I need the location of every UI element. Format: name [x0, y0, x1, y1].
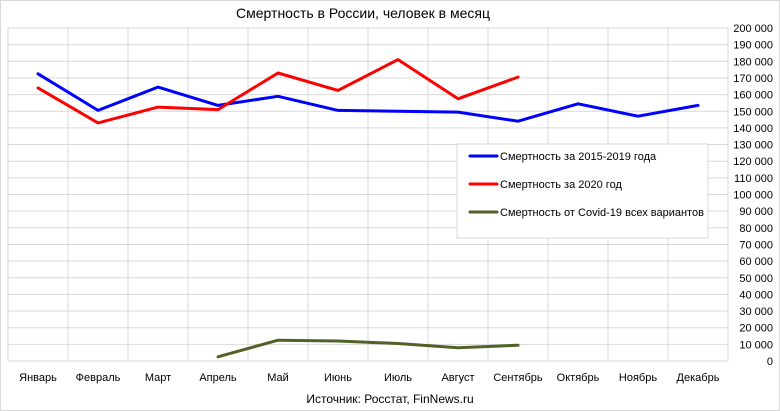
legend-box	[456, 143, 709, 239]
legend-label: Смертность за 2015-2019 года	[500, 151, 657, 163]
x-tick-label: Сентябрь	[493, 372, 543, 384]
y-tick-label: 170 000	[733, 73, 773, 85]
y-tick-label: 30 000	[739, 306, 773, 318]
x-tick-label: Август	[441, 372, 474, 384]
y-tick-label: 110 000	[734, 173, 773, 185]
y-tick-label: 190 000	[733, 40, 773, 52]
x-tick-label: Июнь	[324, 372, 352, 384]
y-tick-label: 120 000	[733, 156, 773, 168]
x-tick-label: Декабрь	[677, 372, 720, 384]
y-axis-labels: 0 10 000 20 000 30 000 40 000 50 000 60 000 70 …	[733, 23, 773, 368]
y-tick-label: 70 000	[739, 239, 773, 251]
y-tick-label: 200 000	[733, 23, 773, 35]
y-tick-label: 180 000	[733, 56, 773, 68]
y-tick-label: 40 000	[739, 289, 773, 301]
series-line-1	[36, 72, 700, 123]
x-tick-label: Июль	[384, 372, 412, 384]
x-tick-label: Январь	[19, 372, 57, 384]
series-lines	[36, 58, 700, 359]
y-tick-label: 50 000	[739, 273, 773, 285]
x-tick-label: Май	[267, 372, 289, 384]
x-tick-label: Март	[145, 372, 171, 384]
y-tick-label: 160 000	[733, 90, 773, 102]
y-tick-label: 60 000	[739, 256, 773, 268]
y-tick-label: 90 000	[739, 206, 773, 218]
legend-label: Смертность от Covid-19 всех вариантов	[500, 207, 704, 219]
chart-title: Смертность в России, человек в месяц	[236, 5, 490, 21]
y-tick-label: 150 000	[733, 106, 773, 118]
legend-label: Смертность за 2020 год	[500, 179, 622, 191]
y-tick-label: 100 000	[733, 190, 773, 202]
legend: Смертность за 2015-2019 года Смертность з…	[456, 143, 709, 239]
series-line-2	[36, 58, 520, 125]
x-tick-label: Ноябрь	[619, 372, 657, 384]
y-tick-label: 0	[767, 356, 773, 368]
y-tick-label: 130 000	[733, 140, 773, 152]
series-line-3	[216, 338, 520, 359]
y-tick-label: 140 000	[733, 123, 773, 135]
y-tick-label: 20 000	[739, 323, 773, 335]
x-axis-labels: Январь Февраль Март Апрель Май Июнь Июль Август…	[19, 372, 720, 384]
x-tick-label: Апрель	[199, 372, 237, 384]
x-tick-label: Февраль	[76, 372, 121, 384]
x-tick-label: Октябрь	[557, 372, 600, 384]
grid	[7, 27, 729, 362]
y-tick-label: 10 000	[739, 339, 773, 351]
y-tick-label: 80 000	[739, 223, 773, 235]
source-note: Источник: Росстат, FinNews.ru	[306, 392, 473, 406]
